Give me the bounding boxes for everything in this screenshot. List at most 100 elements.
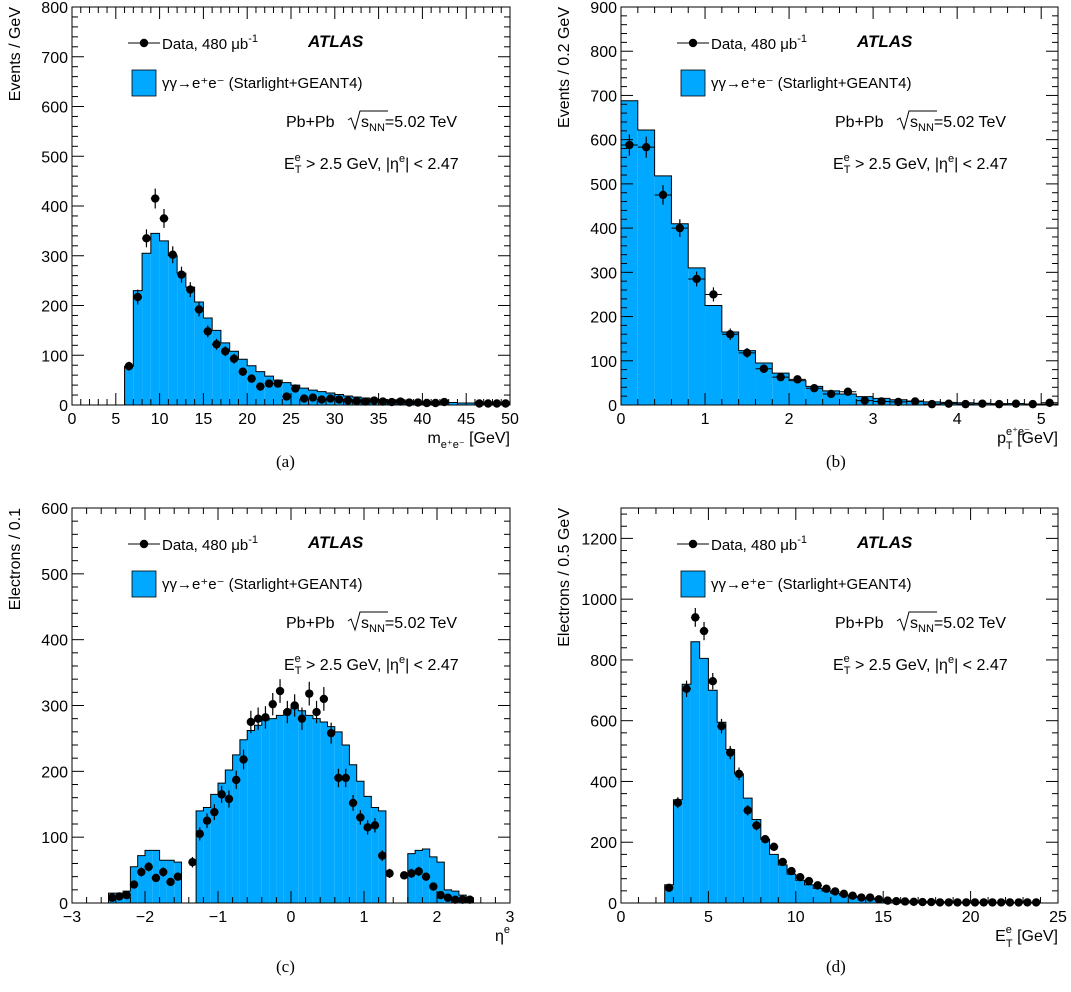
chart-b-ytick-label: 800: [590, 44, 617, 61]
chart-b-legend-data-marker: [688, 38, 698, 48]
chart-c-marker: [217, 790, 226, 799]
chart-d-xtick-label: 5: [704, 909, 713, 926]
chart-d-data-point: [682, 680, 691, 697]
chart-c-data-point: [115, 892, 124, 901]
chart-a-xlabel-unit: [GeV]: [465, 430, 510, 447]
chart-b-data-point: [738, 347, 756, 358]
chart-c-marker: [253, 714, 263, 723]
chart-c-mc-bar: [371, 807, 379, 903]
chart-b-cut-text: > 2.5 GeV, |η: [851, 156, 948, 173]
chart-a-marker: [378, 397, 388, 406]
chart-c-legend-mc-label: γγ→e⁺e⁻ (Starlight+GEANT4): [162, 576, 362, 593]
chart-d-mc-bar: [795, 880, 805, 903]
chart-b-system-label: Pb+Pb: [835, 114, 884, 131]
chart-d-legend-mc-label: γγ→e⁺e⁻ (Starlight+GEANT4): [711, 576, 911, 593]
chart-c-marker: [290, 701, 299, 710]
chart-c-marker: [137, 867, 146, 877]
chart-a-xtick-label: 10: [151, 411, 169, 428]
chart-d-data-point: [813, 881, 823, 890]
chart-c-data-point: [443, 893, 453, 902]
chart-b-xlabel-unit: [GeV]: [1013, 430, 1058, 447]
chart-d-system-pre: Pb+Pb: [835, 615, 884, 632]
chart-a-marker: [264, 379, 274, 388]
chart-d-data-point: [944, 898, 954, 907]
chart-a-data-point: [334, 395, 344, 404]
chart-d-data-point: [996, 898, 1006, 907]
chart-a-marker: [273, 379, 283, 388]
chart-a-data-point: [492, 399, 502, 408]
chart-a-data-point: [185, 282, 195, 298]
chart-d-mc-bar: [752, 819, 761, 903]
chart-c-ytick-label: 200: [41, 764, 68, 781]
chart-c-mc-bar: [349, 764, 357, 903]
chart-d-marker: [682, 684, 691, 693]
chart-b-xtick-label: 5: [1037, 411, 1046, 428]
chart-c-ytick-label: 500: [41, 567, 68, 584]
chart-b-data-point: [839, 387, 857, 396]
chart-a-mc-bar: [142, 253, 151, 405]
chart-d-marker: [839, 889, 849, 899]
chart-c-marker: [261, 713, 270, 722]
chart-c-mc-bar: [342, 745, 350, 903]
chart-d-data-point: [970, 898, 980, 907]
chart-c-xtick-label: 2: [433, 909, 442, 926]
chart-d-cut-text-end: | < 2.47: [954, 657, 1008, 674]
chart-a-marker: [492, 399, 502, 408]
chart-a-data-point: [361, 397, 370, 406]
chart-a-marker: [431, 398, 440, 408]
chart-a-cut-text-sup: e: [399, 153, 405, 165]
chart-d-data-point: [673, 797, 683, 809]
chart-b-mc-bar: [637, 129, 655, 405]
chart-a-xtick-label: 30: [326, 411, 344, 428]
chart-d-data-point: [752, 820, 761, 831]
chart-a-legend-data-marker: [139, 38, 149, 48]
chart-d-marker: [699, 626, 709, 636]
chart-c-data-point: [224, 790, 234, 808]
chart-a-data-point: [142, 229, 151, 248]
chart-c-marker: [414, 867, 423, 876]
chart-d-data-point: [699, 621, 709, 641]
chart-b-mc-bar: [738, 350, 756, 405]
chart-a-legend-mc-swatch: [131, 69, 157, 97]
chart-b-cut-sub: T: [844, 164, 851, 176]
chart-c-data-point: [407, 868, 416, 878]
chart-b-xlabel-main: p: [997, 430, 1006, 447]
chart-b-marker: [994, 399, 1004, 409]
chart-a-xtick-label: 0: [68, 411, 77, 428]
chart-a-mc-bar: [133, 290, 143, 405]
chart-b-mc-bar: [688, 267, 706, 405]
chart-d-mc-bar: [708, 690, 718, 903]
chart-d-marker: [830, 887, 840, 896]
chart-c-xlabel-main: η: [495, 928, 504, 945]
chart-a-mc-bar: [273, 380, 283, 405]
chart-c-data-point: [159, 867, 168, 877]
chart-d-caption: (d): [826, 957, 846, 976]
chart-a-marker: [177, 270, 186, 279]
chart-c-xtick-label: 0: [287, 909, 296, 926]
chart-d-marker: [935, 898, 945, 907]
chart-d-marker: [787, 866, 796, 876]
chart-b-data-point: [772, 372, 790, 382]
chart-c-data-point: [334, 768, 343, 788]
chart-c-ytick-label: 400: [41, 633, 68, 650]
chart-a-marker: [334, 395, 344, 404]
chart-b-data-point: [957, 399, 974, 409]
chart-b-marker: [927, 399, 937, 409]
chart-b-data-point: [822, 389, 840, 399]
chart-b-data-point: [755, 364, 773, 373]
chart-b-cut-text-end: | < 2.47: [954, 156, 1008, 173]
chart-b-data-point: [1024, 399, 1042, 409]
chart-c-mc-bar: [137, 855, 145, 903]
chart-d-data-point: [795, 872, 805, 882]
chart-c-marker: [407, 869, 416, 878]
chart-b-xlabel-sub: T: [1006, 440, 1013, 452]
chart-a-atlas-label: ATLAS: [307, 32, 364, 51]
chart-a-mc-bar: [291, 385, 300, 405]
chart-d-data-point: [848, 891, 857, 900]
chart-d-sqrt-sub: NN: [918, 623, 934, 635]
chart-panel-b: 0 1 2 3 4 5 0 100 200 300 400 500 600 700 800 900 Events…: [540, 0, 1071, 480]
chart-a-xtick-label: 15: [195, 411, 213, 428]
chart-d-marker: [988, 898, 997, 907]
chart-b-marker: [843, 387, 853, 396]
chart-c-data-point: [356, 810, 365, 825]
